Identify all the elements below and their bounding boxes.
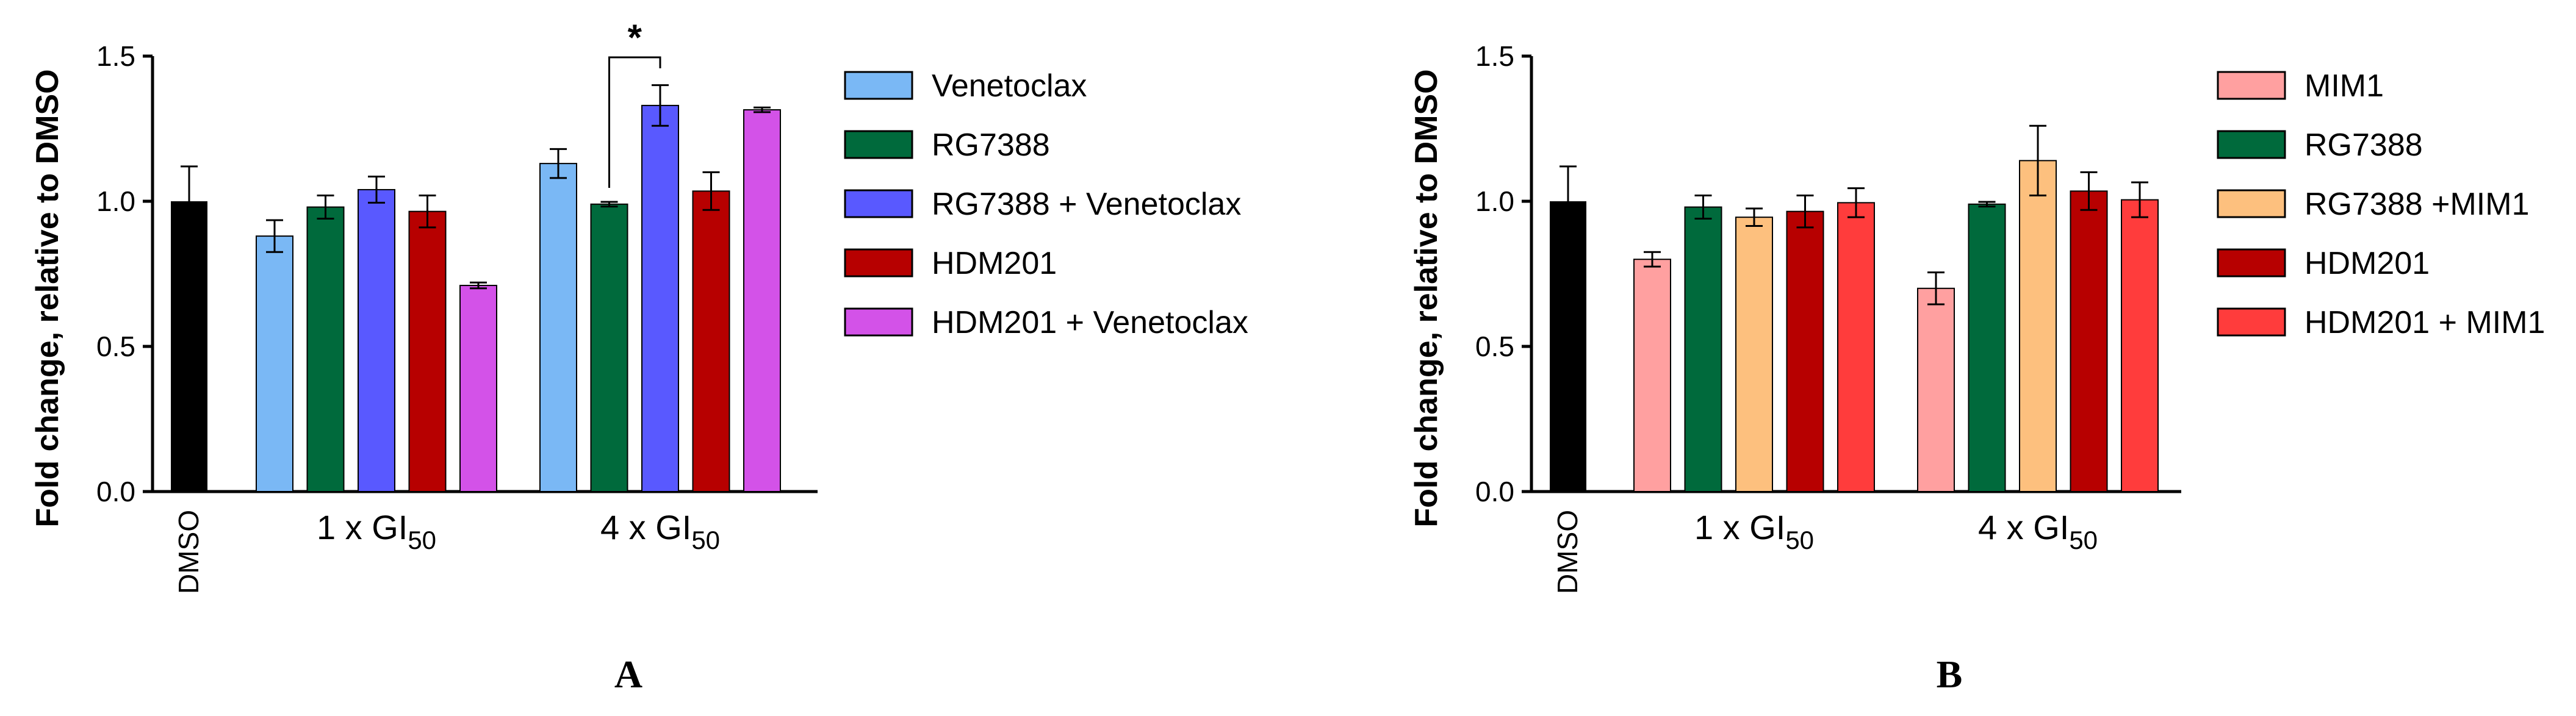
y-axis-title: Fold change, relative to DMSO xyxy=(30,69,65,527)
bar-rg7388-1 xyxy=(1968,203,2006,492)
chart-panel-a: 0.0 0.5 1.0 1.5 Fold change, relative to DMS… xyxy=(30,17,1248,696)
x-category-label: 1 x GI50 xyxy=(317,508,436,554)
category-text: 1 x GI xyxy=(1694,508,1785,546)
bar-rg7388-mim1-0 xyxy=(1735,217,1773,492)
legend-label: HDM201 xyxy=(932,246,1057,281)
panel-label: A xyxy=(614,653,642,696)
significance-star: * xyxy=(628,17,642,58)
category-subscript: 50 xyxy=(1785,526,1814,554)
bar-rg7388-0 xyxy=(306,206,345,492)
legend-swatch xyxy=(844,248,913,277)
y-tick-label: 1.5 xyxy=(96,40,135,72)
legend-label: RG7388 + Venetoclax xyxy=(932,187,1241,222)
bar-rg7388-venetoclax-1 xyxy=(641,104,679,493)
legend-label: RG7388 +MIM1 xyxy=(2304,187,2530,222)
legend-label: HDM201 + Venetoclax xyxy=(932,305,1248,340)
category-text: 1 x GI xyxy=(317,508,408,546)
bar-mim1-1 xyxy=(1917,287,1955,492)
y-tick-label: 0.5 xyxy=(96,331,135,362)
panel-label: B xyxy=(1937,653,1963,696)
legend-swatch xyxy=(2217,189,2286,218)
x-tick-label-dmso: DMSO xyxy=(173,510,204,594)
bar-rg7388-0 xyxy=(1684,206,1722,492)
bar-hdm201-venetoclax-0 xyxy=(459,285,497,492)
legend-label: HDM201 + MIM1 xyxy=(2304,305,2545,340)
x-tick-label-dmso: DMSO xyxy=(1552,510,1583,594)
chart-panel-b: 0.0 0.5 1.0 1.5 Fold change, relative to DMS… xyxy=(1409,40,2545,696)
bar-hdm201-mim1-1 xyxy=(2121,199,2159,492)
legend-swatch xyxy=(2217,130,2286,159)
category-text: 4 x GI xyxy=(1978,508,2069,546)
y-axis-title: Fold change, relative to DMSO xyxy=(1409,69,1444,527)
y-tick-label: 0.0 xyxy=(1475,476,1514,507)
x-category-label: 4 x GI50 xyxy=(600,508,720,554)
legend-swatch xyxy=(844,130,913,159)
y-tick-label: 0.0 xyxy=(96,476,135,507)
legend-swatch xyxy=(2217,307,2286,337)
category-subscript: 50 xyxy=(691,526,720,554)
category-subscript: 50 xyxy=(2069,526,2098,554)
legend-swatch xyxy=(2217,248,2286,277)
bar-dmso xyxy=(1550,201,1586,492)
bar-hdm201-1 xyxy=(692,190,730,492)
legend-swatch xyxy=(2217,71,2286,100)
y-tick-label: 1.0 xyxy=(1475,185,1514,217)
bar-venetoclax-0 xyxy=(256,235,293,492)
bar-dmso xyxy=(171,201,207,492)
bar-mim1-0 xyxy=(1633,259,1671,492)
bar-rg7388-1 xyxy=(590,203,628,492)
bar-hdm201-venetoclax-1 xyxy=(743,109,781,492)
bar-hdm201-1 xyxy=(2070,190,2108,492)
significance-bracket xyxy=(608,56,661,188)
y-tick-label: 1.0 xyxy=(96,185,135,217)
bar-hdm201-mim1-0 xyxy=(1837,202,1875,492)
category-text: 4 x GI xyxy=(600,508,691,546)
legend-label: RG7388 xyxy=(932,127,1050,163)
legend-label: RG7388 xyxy=(2304,127,2423,163)
legend-swatch xyxy=(844,71,913,100)
x-category-label: 1 x GI50 xyxy=(1694,508,1814,554)
x-category-label: 4 x GI50 xyxy=(1978,508,2098,554)
bar-hdm201-0 xyxy=(408,210,447,492)
legend-label: Venetoclax xyxy=(932,68,1087,104)
bar-rg7388-mim1-1 xyxy=(2019,160,2057,492)
y-tick-label: 1.5 xyxy=(1475,40,1514,72)
category-subscript: 50 xyxy=(408,526,436,554)
legend-swatch xyxy=(844,189,913,218)
bar-venetoclax-1 xyxy=(539,163,577,492)
legend-swatch xyxy=(844,307,913,337)
y-tick-label: 0.5 xyxy=(1475,331,1514,362)
legend-label: MIM1 xyxy=(2304,68,2384,104)
bar-rg7388-venetoclax-0 xyxy=(358,188,395,492)
bar-hdm201-0 xyxy=(1786,210,1824,492)
legend-label: HDM201 xyxy=(2304,246,2430,281)
